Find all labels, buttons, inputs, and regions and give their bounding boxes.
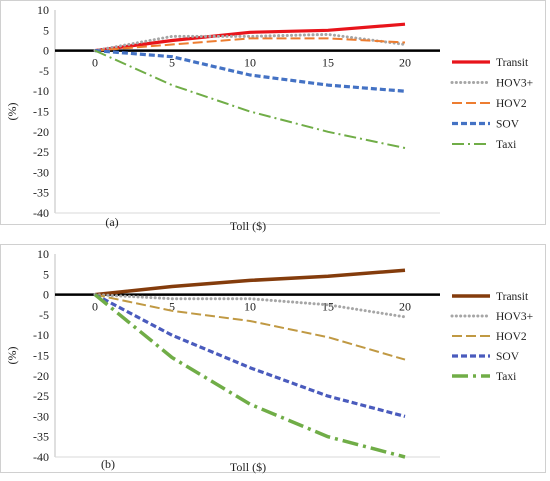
- legend-label: HOV2: [496, 331, 527, 343]
- y-tick-label: -20: [33, 369, 49, 383]
- legend-label: HOV2: [496, 98, 527, 110]
- x-tick-label: 20: [399, 56, 411, 70]
- panel-label: (b): [101, 457, 115, 471]
- legend-label: SOV: [496, 119, 520, 131]
- legend: Transit HOV3+ HOV2 SOV Taxi: [450, 57, 533, 151]
- x-tick-label: 5: [169, 56, 175, 70]
- y-tick-label: -15: [33, 349, 49, 363]
- legend: Transit HOV3+ HOV2 SOV Taxi: [450, 291, 533, 383]
- y-tick-label: 0: [43, 288, 49, 302]
- x-tick-label: 0: [92, 300, 98, 314]
- y-tick-label: -40: [33, 450, 49, 464]
- legend-label: Transit: [496, 291, 529, 303]
- y-axis-title: (%): [5, 347, 19, 365]
- x-axis-title: Toll ($): [230, 219, 266, 233]
- series-line-hov3-: [93, 293, 407, 319]
- y-tick-label: -20: [33, 125, 49, 139]
- legend-label: Taxi: [496, 371, 516, 383]
- series-line-transit: [94, 268, 406, 297]
- series-line-transit: [94, 22, 406, 53]
- chart-panel-a: 10 5 0 -5 -10 -15 -20 -25 -30 -35 -40 0 5 10 15 20 (%) To…: [0, 0, 546, 233]
- y-tick-label: 5: [43, 267, 49, 281]
- y-tick-label: -10: [33, 328, 49, 342]
- y-tick-label: -10: [33, 84, 49, 98]
- chart-frame: [0, 0, 546, 225]
- panel-label: (a): [105, 215, 118, 229]
- y-tick-label: 10: [37, 3, 49, 17]
- legend-label: SOV: [496, 351, 520, 363]
- series-line-hov2: [94, 293, 406, 361]
- x-tick-label: 0: [92, 56, 98, 70]
- y-tick-label: -5: [39, 64, 49, 78]
- legend-label: Taxi: [496, 139, 516, 151]
- chart-frame: [0, 244, 546, 473]
- series-line-hov3-: [93, 32, 407, 53]
- y-tick-label: -15: [33, 105, 49, 119]
- x-tick-label: 5: [169, 300, 175, 314]
- x-tick-label: 20: [399, 300, 411, 314]
- y-tick-label: 5: [43, 23, 49, 37]
- y-axis-title: (%): [5, 103, 19, 121]
- x-axis-title: Toll ($): [230, 460, 266, 474]
- chart-panel-b: 10 5 0 -5 -10 -15 -20 -25 -30 -35 -40 0 5 10 15 20 (%) To…: [0, 244, 546, 474]
- y-tick-label: -30: [33, 409, 49, 423]
- y-tick-label: -35: [33, 186, 49, 200]
- legend-label: HOV3+: [496, 311, 533, 323]
- y-tick-label: -25: [33, 389, 49, 403]
- x-tick-label: 15: [322, 56, 334, 70]
- y-tick-label: 0: [43, 44, 49, 58]
- x-tick-label: 10: [244, 300, 256, 314]
- y-tick-label: -25: [33, 145, 49, 159]
- legend-label: Transit: [496, 57, 529, 69]
- series-line-sov: [94, 293, 406, 418]
- x-tick-label: 10: [244, 56, 256, 70]
- x-tick-label: 15: [322, 300, 334, 314]
- y-tick-label: -40: [33, 206, 49, 220]
- legend-label: HOV3+: [496, 78, 533, 90]
- series-line-hov2: [94, 37, 406, 52]
- y-tick-label: -30: [33, 165, 49, 179]
- series-line-sov: [94, 49, 406, 93]
- series-line-taxi: [94, 49, 406, 149]
- y-tick-label: -35: [33, 430, 49, 444]
- y-tick-label: -5: [39, 308, 49, 322]
- series-line-taxi: [93, 293, 406, 459]
- y-tick-label: 10: [37, 247, 49, 261]
